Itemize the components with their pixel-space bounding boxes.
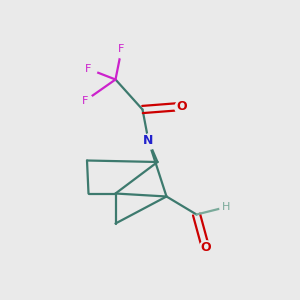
Text: N: N — [143, 134, 154, 148]
Text: H: H — [222, 202, 231, 212]
Text: O: O — [176, 100, 187, 113]
Text: F: F — [118, 44, 125, 55]
Text: F: F — [82, 95, 89, 106]
Text: O: O — [200, 241, 211, 254]
Text: F: F — [85, 64, 92, 74]
